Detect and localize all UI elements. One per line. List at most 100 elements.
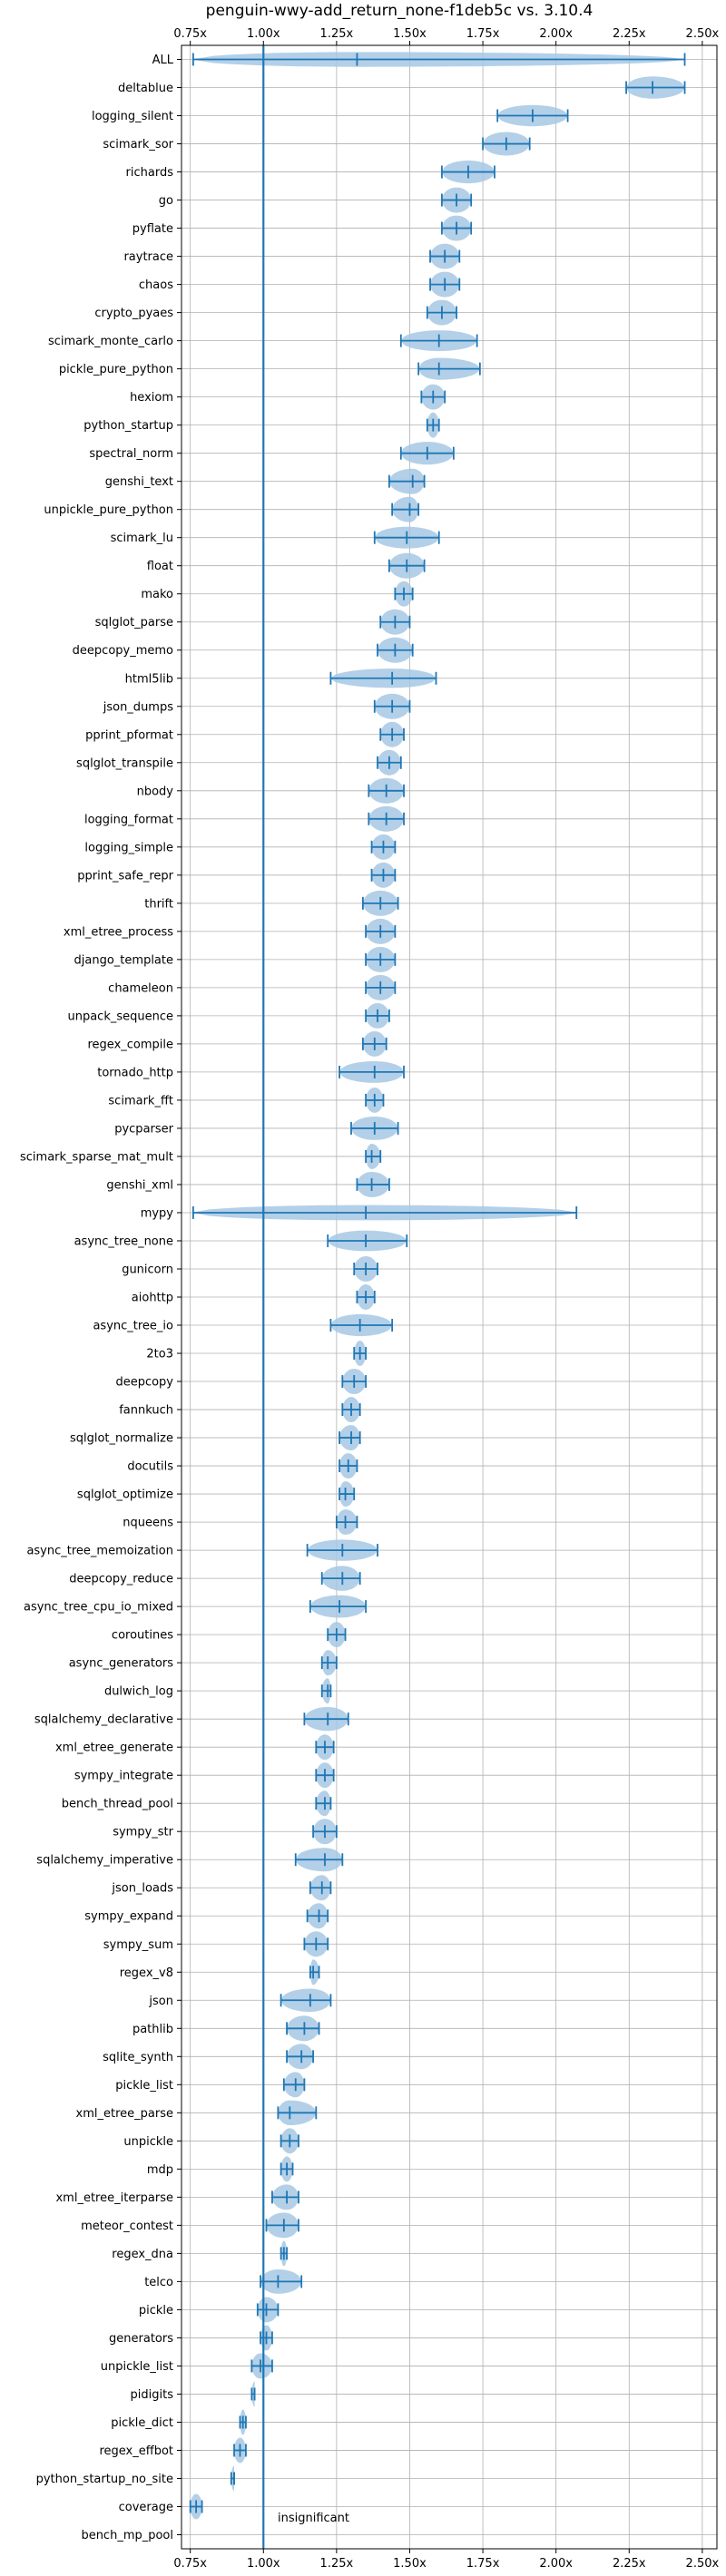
category-label: deepcopy_memo [73,644,173,658]
category-label: django_template [74,953,173,967]
category-label: pickle_list [115,2079,173,2093]
category-label: nqueens [123,1517,173,1530]
category-label: coverage [119,2501,173,2514]
category-label: xml_etree_parse [76,2107,173,2121]
category-label: sympy_str [113,1826,173,1839]
x-tick-label-top: 1.25x [320,27,354,41]
x-tick-label-top: 1.50x [393,27,427,41]
category-label: json_loads [111,1882,173,1896]
category-label: regex_effbot [99,2444,173,2458]
category-label: sympy_integrate [74,1770,173,1783]
category-label: pickle [139,2304,173,2317]
category-label: unpickle_pure_python [44,503,173,517]
x-tick-label-top: 2.00x [539,27,573,41]
category-label: regex_compile [87,1038,173,1051]
chart-title: penguin-wwy-add_return_none-f1deb5c vs. … [206,2,594,20]
x-tick-label-bottom: 1.25x [320,2557,354,2571]
category-label: chaos [139,278,173,292]
category-label: unpickle [123,2135,173,2149]
category-label: deepcopy_reduce [69,1573,173,1586]
category-label: pprint_pformat [85,728,173,742]
category-label: thrift [144,897,173,911]
x-tick-label-bottom: 2.25x [613,2557,646,2571]
x-tick-label-top: 2.50x [686,27,720,41]
x-tick-label-top: 2.25x [613,27,646,41]
category-label: sympy_expand [84,1910,173,1924]
category-label: async_tree_cpu_io_mixed [24,1601,173,1615]
category-label: sqlglot_parse [95,616,173,629]
category-label: mdp [147,2163,173,2177]
category-label: dulwich_log [104,1685,173,1699]
category-label: mypy [141,1206,174,1220]
category-label: html5lib [125,672,173,686]
category-label: chameleon [108,981,173,995]
category-label: genshi_text [105,475,173,489]
category-label: scimark_sor [103,138,173,151]
category-label: bench_mp_pool [81,2529,173,2542]
category-label: sqlalchemy_imperative [36,1854,173,1868]
category-label: async_tree_io [93,1320,173,1333]
category-label: 2to3 [146,1348,173,1361]
category-label: pyflate [132,222,173,236]
category-label: fannkuch [119,1404,173,1418]
category-label: gunicorn [122,1263,173,1276]
category-label: json_dumps [103,700,173,714]
category-label: deepcopy [115,1376,173,1390]
category-label: sqlglot_transpile [76,756,173,770]
category-label: ALL [152,54,174,67]
category-label: python_startup [83,419,173,433]
x-tick-label-bottom: 2.50x [686,2557,720,2571]
category-label: aiohttp [132,1292,173,1305]
category-label: telco [144,2276,173,2289]
category-label: richards [126,166,174,180]
category-label: scimark_fft [108,1094,173,1107]
category-label: coroutines [112,1629,173,1643]
category-label: scimark_lu [111,532,173,545]
category-label: go [159,194,173,208]
category-label: pidigits [131,2388,174,2402]
x-tick-label-top: 0.75x [173,27,207,41]
grid-layer [182,45,717,2549]
category-label: scimark_sparse_mat_mult [20,1150,173,1164]
axes-layer: 0.75x 0.75x 1.00x 1.00x 1.25x 1.25x 1.50x 1.50x… [20,27,719,2571]
category-label: async_generators [69,1657,174,1671]
category-label: generators [109,2332,173,2346]
category-label: deltablue [118,82,173,95]
category-label: pickle_pure_python [59,363,173,376]
category-label: logging_simple [84,841,173,854]
category-label: logging_format [84,813,173,826]
category-label: pathlib [132,2023,173,2036]
category-label: genshi_xml [106,1178,173,1192]
category-label: docutils [127,1460,173,1474]
category-label: logging_silent [92,110,173,123]
category-label: unpack_sequence [67,1010,173,1023]
category-label: unpickle_list [101,2360,173,2374]
x-tick-label-bottom: 1.75x [466,2557,500,2571]
category-label: scimark_monte_carlo [48,335,173,348]
category-label: sqlite_synth [103,2051,173,2064]
category-label: pycparser [114,1122,173,1136]
category-label: json [148,1995,173,2008]
insignificant-annotation: insignificant [278,2512,349,2525]
x-tick-label-bottom: 1.00x [247,2557,280,2571]
category-label: float [147,560,173,573]
violin-layer [189,52,686,2520]
x-tick-label-bottom: 1.50x [393,2557,427,2571]
category-label: sympy_sum [103,1938,173,1952]
category-label: meteor_contest [81,2220,173,2233]
category-label: mako [141,588,173,601]
category-label: python_startup_no_site [36,2473,173,2486]
category-label: raytrace [123,250,173,264]
category-label: sqlglot_optimize [77,1488,173,1502]
category-label: xml_etree_iterparse [55,2191,173,2205]
category-label: sqlalchemy_declarative [34,1713,173,1727]
category-label: xml_etree_process [64,925,173,939]
x-tick-label-bottom: 0.75x [173,2557,207,2571]
category-label: spectral_norm [89,447,173,461]
category-label: crypto_pyaes [94,307,173,320]
category-label: regex_dna [112,2248,173,2261]
category-label: tornado_http [97,1066,173,1079]
category-label: nbody [137,785,174,798]
category-label: xml_etree_generate [55,1742,173,1755]
